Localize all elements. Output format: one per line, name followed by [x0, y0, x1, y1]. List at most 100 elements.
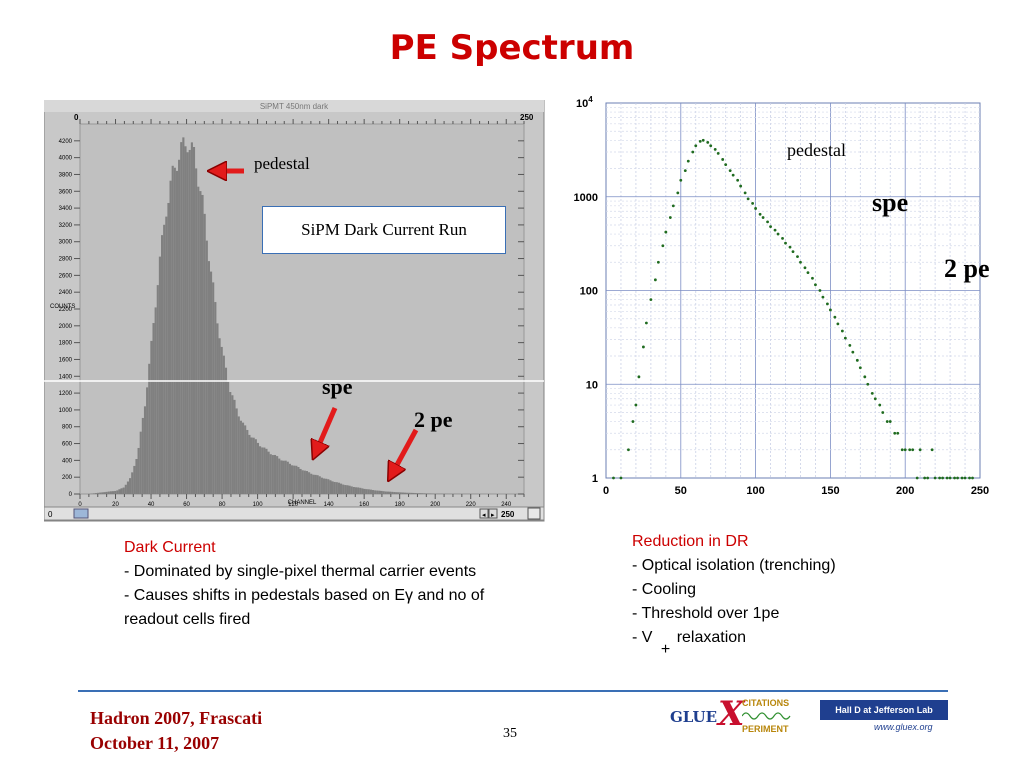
scroll-left-button[interactable] [479, 508, 489, 519]
spectrum-point [866, 382, 870, 386]
log-x-tick-label: 250 [971, 485, 989, 497]
histogram-bar [92, 493, 95, 494]
scrollbar-thumb[interactable] [73, 508, 89, 519]
histogram-bar [376, 490, 379, 494]
spectrum-point [754, 207, 757, 210]
histogram-y-tick-label: 2400 [59, 290, 73, 296]
histogram-bar [141, 417, 144, 494]
histogram-bar [192, 147, 196, 494]
page-number: 35 [503, 726, 517, 741]
histogram-x-tick-label: 240 [501, 502, 512, 508]
histogram-bar [156, 285, 159, 494]
reduction-notes: Reduction in DR - Optical isolation (tre… [632, 530, 952, 658]
histogram-bar [327, 479, 330, 494]
spectrum-point [664, 230, 668, 234]
dark-current-note-2: - Causes shifts in pedestals based on Eγ… [124, 587, 485, 628]
spectrum-point [679, 178, 683, 182]
spectrum-point [956, 476, 959, 480]
histogram-bar [143, 406, 147, 494]
histogram-bar [184, 146, 187, 494]
spectrum-point [724, 163, 728, 167]
histogram-bar [310, 473, 313, 494]
spectrum-point [644, 321, 648, 325]
spectrum-point [911, 448, 915, 452]
histogram-bar [116, 490, 119, 494]
histogram-bar [382, 491, 385, 494]
log-x-tick-label: 100 [746, 485, 764, 497]
spectrum-point [915, 476, 919, 480]
histogram-bar [175, 170, 179, 494]
spectrum-point [840, 329, 844, 333]
histogram-bar [222, 355, 225, 494]
scrollbar-right-value: 250 [501, 510, 515, 519]
spectrum-point [814, 283, 817, 287]
histogram-x-tick-label: 0 [78, 502, 82, 508]
spectrum-point [627, 448, 630, 452]
histogram-x-axis-name: CHANNEL [288, 500, 317, 506]
histogram-bar [146, 387, 149, 494]
histogram-bar [365, 489, 368, 494]
histogram-bar [391, 491, 394, 494]
window-resize-button[interactable] [527, 507, 541, 520]
histogram-bar [316, 475, 319, 494]
histogram-bar [284, 460, 287, 494]
histogram-y-tick-label: 2800 [59, 257, 73, 263]
right-spe-label: spe [872, 188, 909, 217]
histogram-bar [305, 471, 309, 494]
histogram-y-axis-name: COUNTS [50, 304, 75, 310]
histogram-bar [303, 470, 306, 494]
dark-current-heading: Dark Current [124, 539, 216, 556]
histogram-bar [250, 437, 253, 494]
histogram-bar [408, 492, 411, 494]
histogram-bar [101, 492, 104, 494]
spectrum-point [736, 178, 740, 182]
histogram-bar [429, 493, 432, 494]
histogram-bar [410, 492, 413, 494]
histogram-top-left: 0 [74, 113, 79, 122]
histogram-bar [295, 465, 298, 494]
histogram-bar [173, 167, 176, 494]
spectrum-point [668, 216, 672, 219]
histogram-y-tick-label: 1200 [59, 391, 73, 397]
spectrum-point [888, 420, 892, 423]
spectrum-point [843, 336, 847, 340]
histogram-bar [124, 484, 127, 494]
spectrum-point [631, 420, 635, 423]
spectrum-point [781, 236, 784, 240]
histogram-bar [150, 340, 153, 494]
spectrum-point [826, 302, 829, 306]
histogram-bar [259, 446, 262, 494]
histogram-bar [282, 460, 285, 494]
histogram-bar [337, 482, 341, 494]
spectrum-point [896, 431, 900, 435]
spectrum-point [739, 184, 743, 188]
spectrum-point [709, 144, 713, 148]
spectrum-point [743, 191, 747, 195]
spectrum-point [803, 266, 807, 270]
histogram-bar [218, 338, 221, 494]
histogram-bar [107, 491, 110, 494]
spectrum-point [933, 476, 937, 480]
histogram-x-tick-label: 100 [253, 502, 264, 508]
histogram-bar [276, 456, 279, 494]
spectrum-point [686, 159, 690, 163]
svg-text:◂: ◂ [482, 512, 486, 519]
histogram-bar [312, 474, 315, 494]
histogram-bar [425, 493, 428, 494]
spectrum-point [619, 476, 623, 480]
spectrum-point [930, 448, 934, 452]
spectrum-point [903, 448, 907, 452]
spectrum-point [885, 420, 889, 423]
spectrum-point [721, 158, 725, 161]
spectrum-point [758, 212, 762, 216]
histogram-y-tick-label: 2200 [59, 307, 73, 313]
histogram-bar [344, 485, 347, 494]
histogram-y-tick-label: 2600 [59, 273, 73, 279]
gluex-logo: GLUE X CITATIONS PERIMENT [668, 694, 798, 736]
spectrum-point [893, 431, 897, 435]
scroll-right-button[interactable] [488, 508, 498, 519]
dark-current-note-1: - Dominated by single-pixel thermal carr… [124, 563, 477, 580]
histogram-bar [167, 202, 170, 494]
spectrum-point [788, 245, 792, 249]
histogram-bar [210, 271, 213, 494]
